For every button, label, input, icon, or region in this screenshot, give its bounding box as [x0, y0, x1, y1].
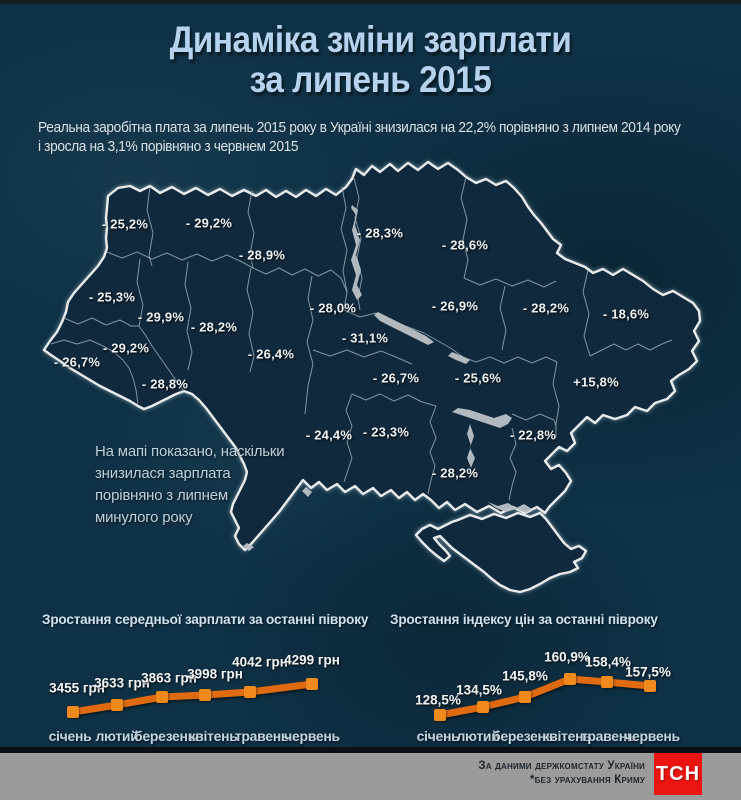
map-note-line: знизилася зарплата — [95, 465, 231, 482]
salary-chart-title: Зростання середньої зарплати за останні … — [42, 611, 369, 627]
value-label: 134,5% — [456, 682, 502, 698]
month-label: січень — [48, 728, 92, 744]
data-point-marker — [644, 680, 656, 692]
data-point-marker — [156, 691, 168, 703]
data-point-marker — [199, 689, 211, 701]
month-label: червень — [284, 728, 340, 744]
dnipro-river — [467, 424, 475, 468]
month-label: січень — [416, 728, 460, 744]
month-label: травень — [234, 728, 290, 744]
data-point-marker — [67, 706, 79, 718]
value-label: 145,8% — [502, 668, 548, 684]
data-point-marker — [519, 691, 531, 703]
map-region-label: - 29,9% — [137, 309, 185, 325]
map-region-label: - 28,6% — [441, 237, 489, 253]
map-region-label: - 25,6% — [454, 370, 502, 386]
map-note-line: На мапі показано, наскільки — [95, 443, 285, 460]
map-region-label: - 18,6% — [602, 306, 650, 322]
subtitle-line1: Реальна заробітна плата за липень 2015 р… — [38, 120, 681, 136]
kakhovka-reservoir — [452, 408, 512, 428]
price-index-chart-title: Зростання індексу цін за останні півроку — [390, 611, 658, 627]
data-point-marker — [244, 686, 256, 698]
map-note-line: минулого року — [95, 509, 193, 526]
map-region-label: - 25,3% — [88, 289, 136, 305]
data-point-marker — [306, 678, 318, 690]
map-note: На мапі показано, наскільки знизилася за… — [95, 441, 285, 529]
map-region-label: - 23,3% — [362, 424, 410, 440]
source-line2: *без урахування Криму — [529, 774, 645, 786]
dnipro-reservoir — [448, 352, 470, 364]
map-region-label: - 29,2% — [102, 340, 150, 356]
page-title-line2: за липень 2015 — [249, 59, 492, 100]
map-region-label: - 28,3% — [356, 225, 404, 241]
value-label: 128,5% — [415, 692, 461, 708]
map-region-label: - 22,8% — [509, 427, 557, 443]
syvash — [488, 502, 532, 513]
map-region-label: - 29,2% — [185, 215, 233, 231]
value-label: 157,5% — [625, 664, 671, 680]
page-title-line1: Динаміка зміни зарплати — [169, 19, 572, 60]
tsn-logo: ТСН — [654, 753, 702, 795]
source-line1: За даними держкомстату України — [478, 760, 645, 772]
dniester-estuary — [302, 487, 312, 497]
map-region-label: - 26,4% — [247, 346, 295, 362]
top-border-strip — [0, 0, 741, 4]
data-source-note: За даними держкомстату України *без урах… — [478, 759, 645, 787]
map-region-label: - 28,2% — [190, 319, 238, 335]
map-note-line: порівняно з липнем — [95, 487, 228, 504]
map-region-label: - 28,9% — [238, 247, 286, 263]
value-label: 4299 грн — [284, 652, 340, 668]
footer: За даними держкомстату України *без урах… — [0, 753, 741, 800]
month-label: квітень — [542, 728, 592, 744]
map-region-label: - 31,1% — [341, 330, 389, 346]
kremenchuk-reservoir — [374, 312, 434, 345]
map-region-label: - 28,2% — [431, 465, 479, 481]
value-label: 160,9% — [544, 649, 590, 665]
page-title: Динаміка зміни зарплати за липень 2015 — [37, 20, 704, 100]
month-label: травень — [580, 728, 636, 744]
data-point-marker — [434, 709, 446, 721]
data-point-marker — [477, 701, 489, 713]
value-label: 4042 грн — [232, 654, 288, 670]
map-region-label: - 28,2% — [522, 300, 570, 316]
value-label: 3633 грн — [94, 675, 150, 691]
chart-line-0 — [69, 680, 316, 716]
month-label: березень — [492, 728, 554, 744]
map-region-label: - 24,4% — [305, 427, 353, 443]
value-label: 3998 грн — [187, 666, 243, 682]
month-label: червень — [624, 728, 680, 744]
map-region-label: - 26,7% — [53, 354, 101, 370]
map-region-label: - 28,0% — [309, 300, 357, 316]
crimea-outline — [414, 511, 588, 594]
map-region-label: +15,8% — [573, 374, 619, 390]
subtitle-line2: і зросла на 3,1% порівняно з червнем 201… — [38, 139, 299, 155]
data-point-marker — [601, 676, 613, 688]
map-region-label: - 25,2% — [101, 216, 149, 232]
chart-line-1 — [436, 675, 654, 719]
value-label: 158,4% — [585, 654, 631, 670]
map-region-label: - 26,9% — [431, 298, 479, 314]
data-point-marker — [564, 673, 576, 685]
footer-divider — [0, 747, 741, 753]
month-label: березень — [134, 728, 196, 744]
data-point-marker — [111, 699, 123, 711]
month-label: лютий — [95, 728, 139, 744]
kyiv-reservoir — [351, 205, 362, 300]
oblast-borders — [50, 176, 673, 501]
value-label: 3863 грн — [141, 670, 197, 686]
value-label: 3455 грн — [49, 680, 105, 696]
map-region-label: - 28,8% — [141, 376, 189, 392]
water-bodies — [243, 205, 532, 551]
map-region-label: - 26,7% — [372, 370, 420, 386]
month-label: лютий — [456, 728, 500, 744]
subtitle: Реальна заробітна плата за липень 2015 р… — [38, 119, 694, 157]
danube-delta — [243, 543, 254, 551]
month-label: квітень — [188, 728, 238, 744]
